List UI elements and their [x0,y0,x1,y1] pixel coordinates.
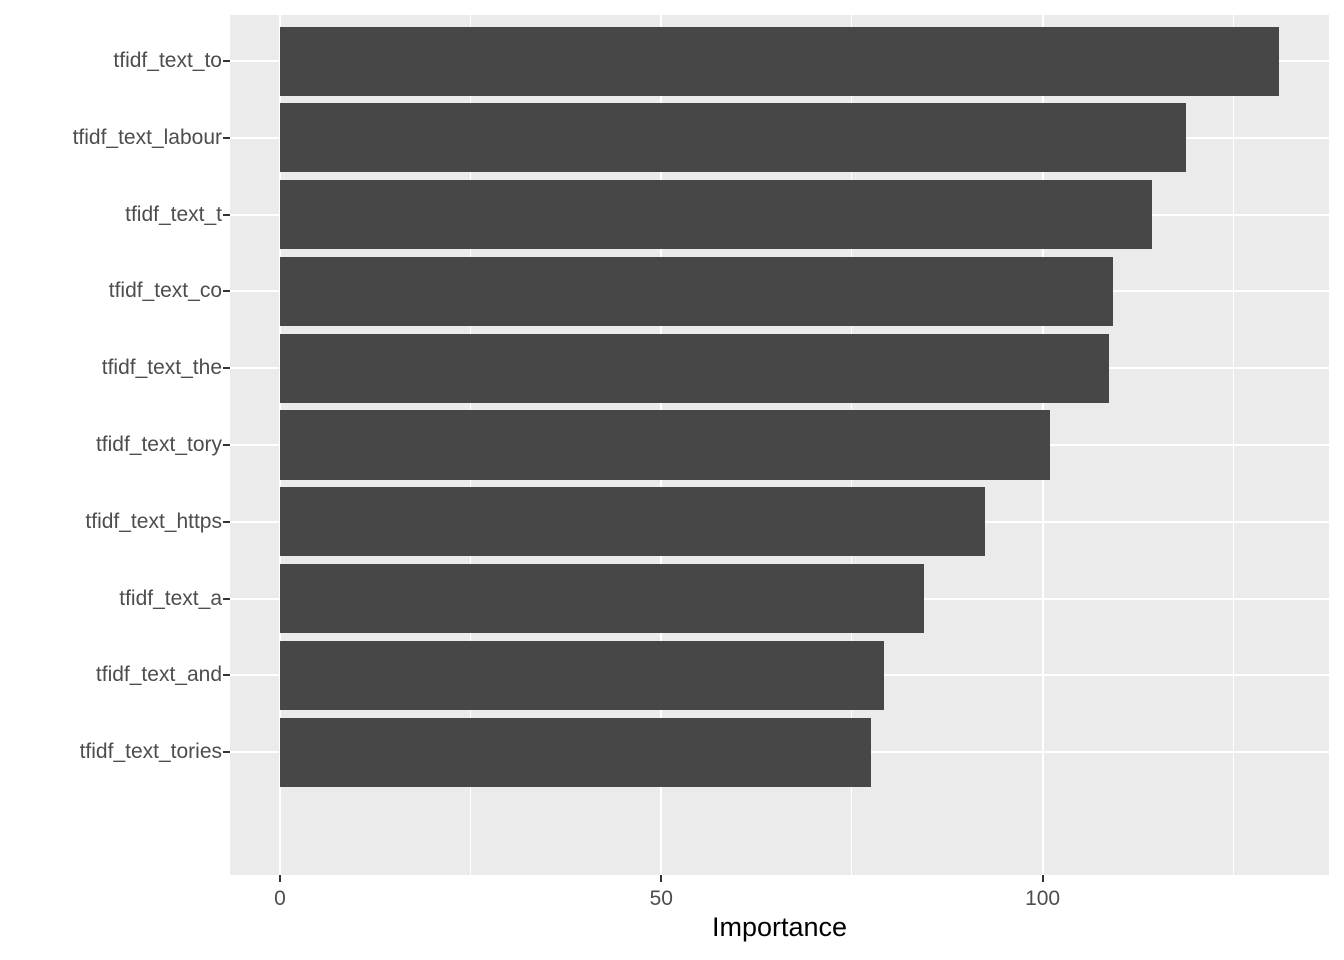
y-tick-label-tfidf_text_t: tfidf_text_t [125,202,222,226]
x-tick-label-50: 50 [649,887,673,910]
bar-tfidf_text_co [279,256,1113,326]
x-tick-mark-0 [278,875,281,882]
x-tick-label-100: 100 [1025,887,1061,910]
x-tick-mark-100 [1041,875,1044,882]
y-tick-label-tfidf_text_co: tfidf_text_co [108,279,222,303]
y-tick-label-tfidf_text_https: tfidf_text_https [85,509,222,533]
y-tick-mark-7 [223,520,230,523]
y-tick-label-tfidf_text_to: tfidf_text_to [113,49,222,73]
bar-tfidf_text_t [279,180,1153,250]
y-tick-mark-6 [223,444,230,446]
y-tick-label-tfidf_text_and: tfidf_text_and [95,663,222,687]
bar-tfidf_text_the [279,333,1109,403]
y-tick-mark-10 [223,751,230,754]
y-tick-mark-8 [223,597,230,600]
y-tick-label-tfidf_text_a: tfidf_text_a [119,586,222,610]
y-tick-label-tfidf_text_labour: tfidf_text_labour [72,125,222,149]
y-tick-mark-1 [223,60,230,63]
x-tick-mark-50 [660,875,663,882]
x-axis-title: Importance [711,912,848,942]
y-tick-mark-5 [223,367,230,370]
y-tick-label-tfidf_text_tory: tfidf_text_tory [95,433,222,456]
y-tick-label-tfidf_text_the: tfidf_text_the [101,356,222,380]
bar-tfidf_text_to [279,26,1280,96]
y-tick-mark-3 [223,213,230,216]
x-tick-label-0: 0 [274,887,286,910]
y-tick-label-tfidf_text_tories: tfidf_text_tories [79,740,222,764]
plot-panel [230,15,1329,875]
bar-tfidf_text_and [279,640,884,710]
bar-tfidf_text_tories [279,717,872,787]
bar-tfidf_text_tory [279,410,1051,480]
bar-tfidf_text_a [279,564,924,634]
y-tick-mark-4 [223,290,230,293]
y-tick-mark-2 [223,136,230,139]
y-tick-mark-9 [223,674,230,677]
bar-tfidf_text_labour [279,103,1186,173]
bar-tfidf_text_https [279,487,985,557]
